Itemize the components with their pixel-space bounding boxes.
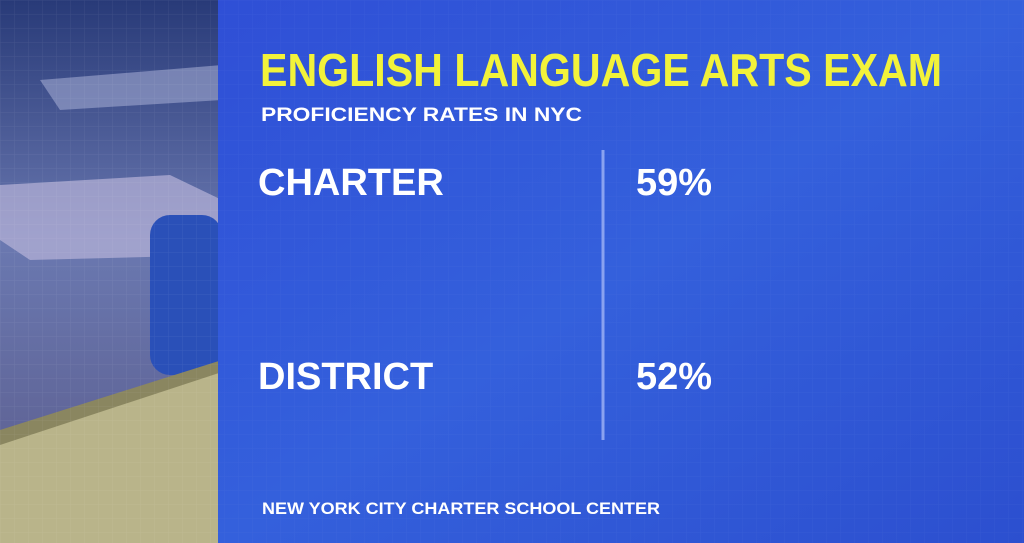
rows: CHARTER 59% DISTRICT 52%	[258, 162, 712, 398]
panel-texture	[218, 0, 1024, 543]
background-photo	[0, 0, 222, 543]
row-label: CHARTER	[258, 162, 444, 204]
row-value: 59%	[636, 162, 712, 204]
row-label: DISTRICT	[258, 356, 433, 398]
row-value: 52%	[636, 356, 712, 398]
title: ENGLISH LANGUAGE ARTS EXAM	[260, 44, 942, 96]
subtitle: PROFICIENCY RATES IN NYC	[261, 105, 582, 126]
source: NEW YORK CITY CHARTER SCHOOL CENTER	[262, 499, 660, 518]
